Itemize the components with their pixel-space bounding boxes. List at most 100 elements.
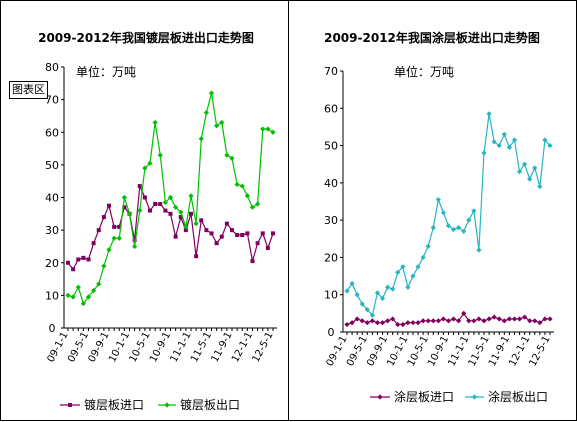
data-point [501,318,507,324]
data-point [527,176,533,182]
data-point [379,295,386,302]
chart-area-tooltip: 图表区 [9,81,48,99]
data-point [198,136,204,142]
data-point [224,221,229,226]
unit-label: 单位：万吨 [394,64,454,79]
data-point [466,217,472,223]
data-point [271,231,275,236]
series-import [66,183,275,272]
data-point [183,228,188,233]
data-point [461,228,467,234]
data-point [532,318,538,324]
data-point [265,246,270,251]
data-point [106,247,112,253]
data-point [496,316,502,322]
data-point [501,131,507,137]
data-point [390,316,396,322]
data-point [486,111,492,117]
data-point [374,320,381,326]
data-point [456,225,462,231]
data-point [354,292,360,298]
data-point [112,224,117,229]
data-point [440,210,447,216]
data-point [516,316,523,322]
data-point [239,183,245,189]
data-point [466,318,472,324]
y-tick-label: 70 [45,94,59,107]
data-point [219,119,225,126]
data-point [390,286,396,292]
data-point [70,294,76,300]
data-point [65,292,71,298]
data-point [121,194,127,201]
data-point [117,224,122,229]
data-point [245,231,250,236]
data-point [516,169,523,175]
data-point [178,209,184,215]
data-point [344,288,350,294]
data-point [491,314,497,320]
data-point [430,225,436,231]
legend-label: 涂层板出口 [488,389,548,404]
data-point [101,263,107,269]
data-point [344,321,350,328]
data-point [148,208,152,213]
data-point [204,228,209,233]
data-point [66,260,70,265]
data-point [203,110,209,116]
data-point [425,243,431,249]
data-point [178,215,183,220]
data-point [142,165,148,171]
data-point [158,202,163,207]
data-point [359,301,365,307]
data-point [354,316,360,322]
data-point [142,195,147,200]
data-point [85,294,92,300]
data-point [234,181,240,188]
data-point [162,199,168,205]
data-point [270,129,276,135]
data-point [157,152,163,158]
y-tick-label: 40 [45,192,59,205]
data-point [486,316,492,322]
data-point [400,264,406,270]
legend-marker [68,403,72,407]
data-point [415,264,421,270]
data-point [132,243,138,250]
data-point [209,231,214,236]
data-point [496,142,502,149]
data-point [476,247,482,253]
data-point [163,208,168,213]
chart-title: 2009-2012年我国涂层板进出口走势图 [324,30,540,45]
legend-marker [164,402,170,408]
legend-label: 镀层板出口 [180,398,240,412]
data-point [167,194,174,201]
data-point [415,320,421,326]
data-point [430,318,436,324]
series-export [65,90,276,307]
y-tick-label: 0 [328,326,335,339]
data-point [359,318,365,324]
data-point [137,207,143,214]
data-point [250,259,255,264]
data-point [214,241,219,246]
y-tick-label: 50 [45,159,59,172]
data-point [96,228,101,233]
legend-marker [377,394,383,400]
data-point [405,284,411,290]
data-point [168,211,173,216]
data-point [224,152,230,158]
data-point [420,254,426,261]
data-point [445,318,452,324]
legend-label: 涂层板进口 [394,389,454,404]
data-point [445,223,452,229]
data-point [506,316,512,322]
y-tick-label: 30 [45,224,59,237]
data-point [91,287,97,294]
data-point [476,316,482,322]
data-point [461,310,467,316]
data-point [230,228,234,233]
data-point [188,193,194,199]
